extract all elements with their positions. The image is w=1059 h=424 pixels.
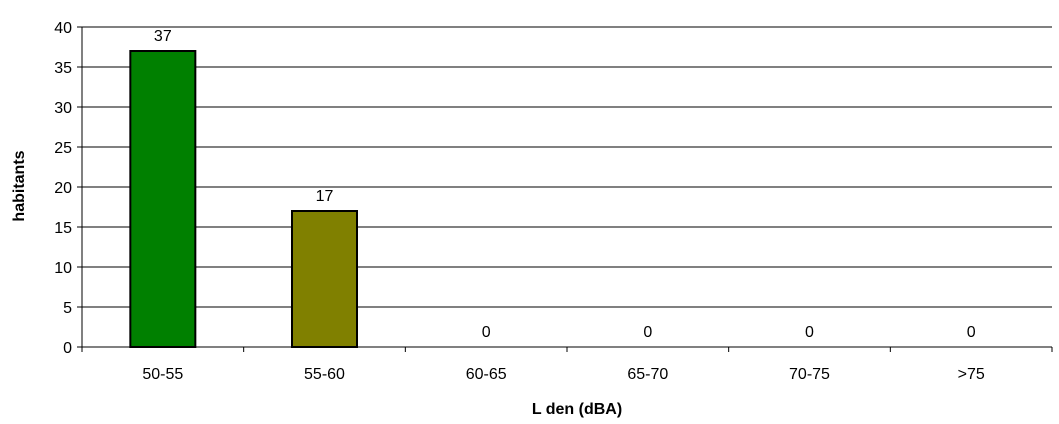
x-tick-label: 50-55: [142, 366, 183, 383]
y-axis-title: habitants: [11, 150, 28, 221]
bar-55-60: [291, 210, 358, 348]
y-tick-label: 5: [63, 300, 72, 317]
data-label: 0: [805, 324, 814, 341]
y-tick-label: 40: [54, 20, 72, 37]
data-label: 0: [967, 324, 976, 341]
x-tick-labels: 50-55 55-60 60-65 65-70 70-75 >75: [142, 366, 984, 383]
x-tick-label: 55-60: [304, 366, 345, 383]
axes: [77, 26, 1053, 352]
data-labels: 37 17 0 0 0 0: [154, 28, 976, 341]
x-axis-title: L den (dBA): [532, 401, 622, 418]
bar-50-55: [129, 50, 197, 348]
x-tick-label: 65-70: [627, 366, 668, 383]
data-label: 17: [316, 188, 334, 205]
y-tick-label: 10: [54, 260, 72, 277]
x-tick-label: 60-65: [466, 366, 507, 383]
bars: [129, 50, 358, 348]
x-tick-label: 70-75: [789, 366, 830, 383]
data-label: 0: [643, 324, 652, 341]
y-tick-label: 30: [54, 100, 72, 117]
x-tick-label: >75: [958, 366, 985, 383]
gridlines: [82, 26, 1052, 308]
y-tick-label: 0: [63, 340, 72, 357]
y-tick-labels: 0 5 10 15 20 25 30 35 40: [54, 20, 72, 357]
y-tick-label: 25: [54, 140, 72, 157]
y-tick-label: 15: [54, 220, 72, 237]
y-tick-label: 20: [54, 180, 72, 197]
data-label: 0: [482, 324, 491, 341]
y-tick-label: 35: [54, 60, 72, 77]
data-label: 37: [154, 28, 172, 45]
